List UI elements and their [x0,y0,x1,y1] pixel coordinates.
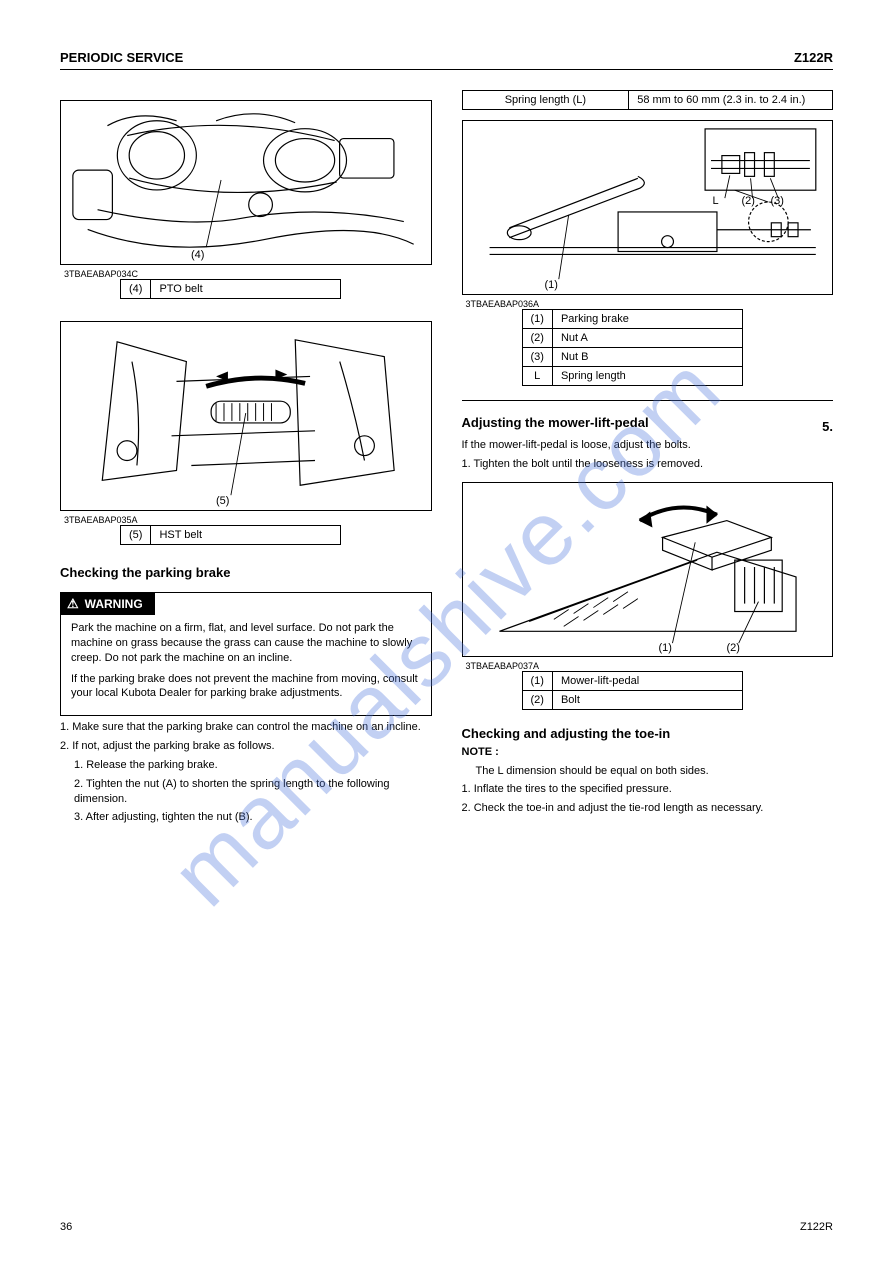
right-column: Spring length (L) 58 mm to 60 mm (2.3 in… [462,90,834,829]
figure-code: 3TBAEABAP034C [64,269,432,279]
chapter-number: 5. [822,419,833,434]
legend-key: (4) [121,280,151,299]
figure-callout: L [713,195,719,207]
step-text: 2. Tighten the nut (A) to shorten the sp… [74,777,432,807]
legend-key: (5) [121,526,151,545]
page-footer: 36 Z122R [60,1221,833,1233]
divider [462,400,834,401]
legend-key: (2) [522,329,552,348]
legend-key: L [522,367,552,386]
legend-key: (1) [522,671,552,690]
parking-brake-illustration [463,121,833,294]
hst-belt-illustration [61,322,431,510]
legend-table: (4)PTO belt [120,279,341,299]
body-text: 1. Inflate the tires to the specified pr… [462,782,834,797]
section-heading: Adjusting the mower-lift-pedal [462,415,649,430]
legend-value: PTO belt [151,280,341,299]
page-number: 36 [60,1221,72,1233]
warning-banner: ⚠ WARNING [61,593,155,615]
warning-paragraph: Park the machine on a firm, flat, and le… [71,621,421,666]
figure-callout: (4) [191,249,204,261]
figure-callout: (1) [659,642,672,654]
step-text: 1. Release the parking brake. [74,758,432,773]
section-heading: Checking and adjusting the toe-in [462,726,834,741]
left-column: (4) 3TBAEABAP034C (4)PTO belt [60,90,432,829]
legend-key: (3) [522,348,552,367]
body-text: 2. Check the toe-in and adjust the tie-r… [462,801,834,816]
figure-mower-lift-pedal: (1) (2) [462,482,834,657]
note-line: NOTE : [462,745,834,760]
legend-value: Parking brake [552,310,742,329]
spec-label: Spring length (L) [462,91,629,110]
pto-belt-illustration [61,101,431,264]
body-text: If the mower-lift-pedal is loose, adjust… [462,438,834,453]
step-text: 3. After adjusting, tighten the nut (B). [74,810,432,825]
legend-value: Bolt [552,690,742,709]
figure-code: 3TBAEABAP037A [466,661,834,671]
mower-pedal-illustration [463,483,833,656]
figure-pto-belt: (4) [60,100,432,265]
figure-callout: (1) [545,279,558,291]
figure-parking-brake: (1) L (2) (3) [462,120,834,295]
warning-paragraph: If the parking brake does not prevent th… [71,672,421,702]
legend-table: (1)Parking brake (2)Nut A (3)Nut B LSpri… [522,309,743,386]
figure-callout: (2) [727,642,740,654]
legend-key: (1) [522,310,552,329]
figure-code: 3TBAEABAP036A [466,299,834,309]
spec-table: Spring length (L) 58 mm to 60 mm (2.3 in… [462,90,834,110]
legend-value: Nut A [552,329,742,348]
section-heading: Checking the parking brake [60,565,432,580]
body-text: 1. Tighten the bolt until the looseness … [462,457,834,472]
legend-value: Spring length [552,367,742,386]
legend-value: Nut B [552,348,742,367]
spec-value: 58 mm to 60 mm (2.3 in. to 2.4 in.) [629,91,833,110]
warning-label: WARNING [85,597,143,611]
figure-hst-belt: (5) [60,321,432,511]
figure-code: 3TBAEABAP035A [64,515,432,525]
body-text: 2. If not, adjust the parking brake as f… [60,739,432,754]
note-text: The L dimension should be equal on both … [476,764,834,779]
section-heading-row: Adjusting the mower-lift-pedal 5. [462,407,834,434]
legend-table: (5)HST belt [120,525,341,545]
figure-callout: (5) [216,495,229,507]
page-header: PERIODIC SERVICE Z122R [60,50,833,70]
legend-table: (1)Mower-lift-pedal (2)Bolt [522,671,743,710]
body-text: 1. Make sure that the parking brake can … [60,720,432,735]
figure-callout: (3) [771,195,784,207]
legend-key: (2) [522,690,552,709]
note-label: NOTE : [462,746,499,758]
legend-value: HST belt [151,526,341,545]
footer-model: Z122R [800,1221,833,1233]
content-columns: (4) 3TBAEABAP034C (4)PTO belt [60,90,833,829]
warning-triangle-icon: ⚠ [67,596,79,612]
figure-callout: (2) [742,195,755,207]
legend-value: Mower-lift-pedal [552,671,742,690]
warning-box: ⚠ WARNING Park the machine on a firm, fl… [60,592,432,716]
header-left: PERIODIC SERVICE [60,50,183,65]
header-right: Z122R [794,50,833,65]
